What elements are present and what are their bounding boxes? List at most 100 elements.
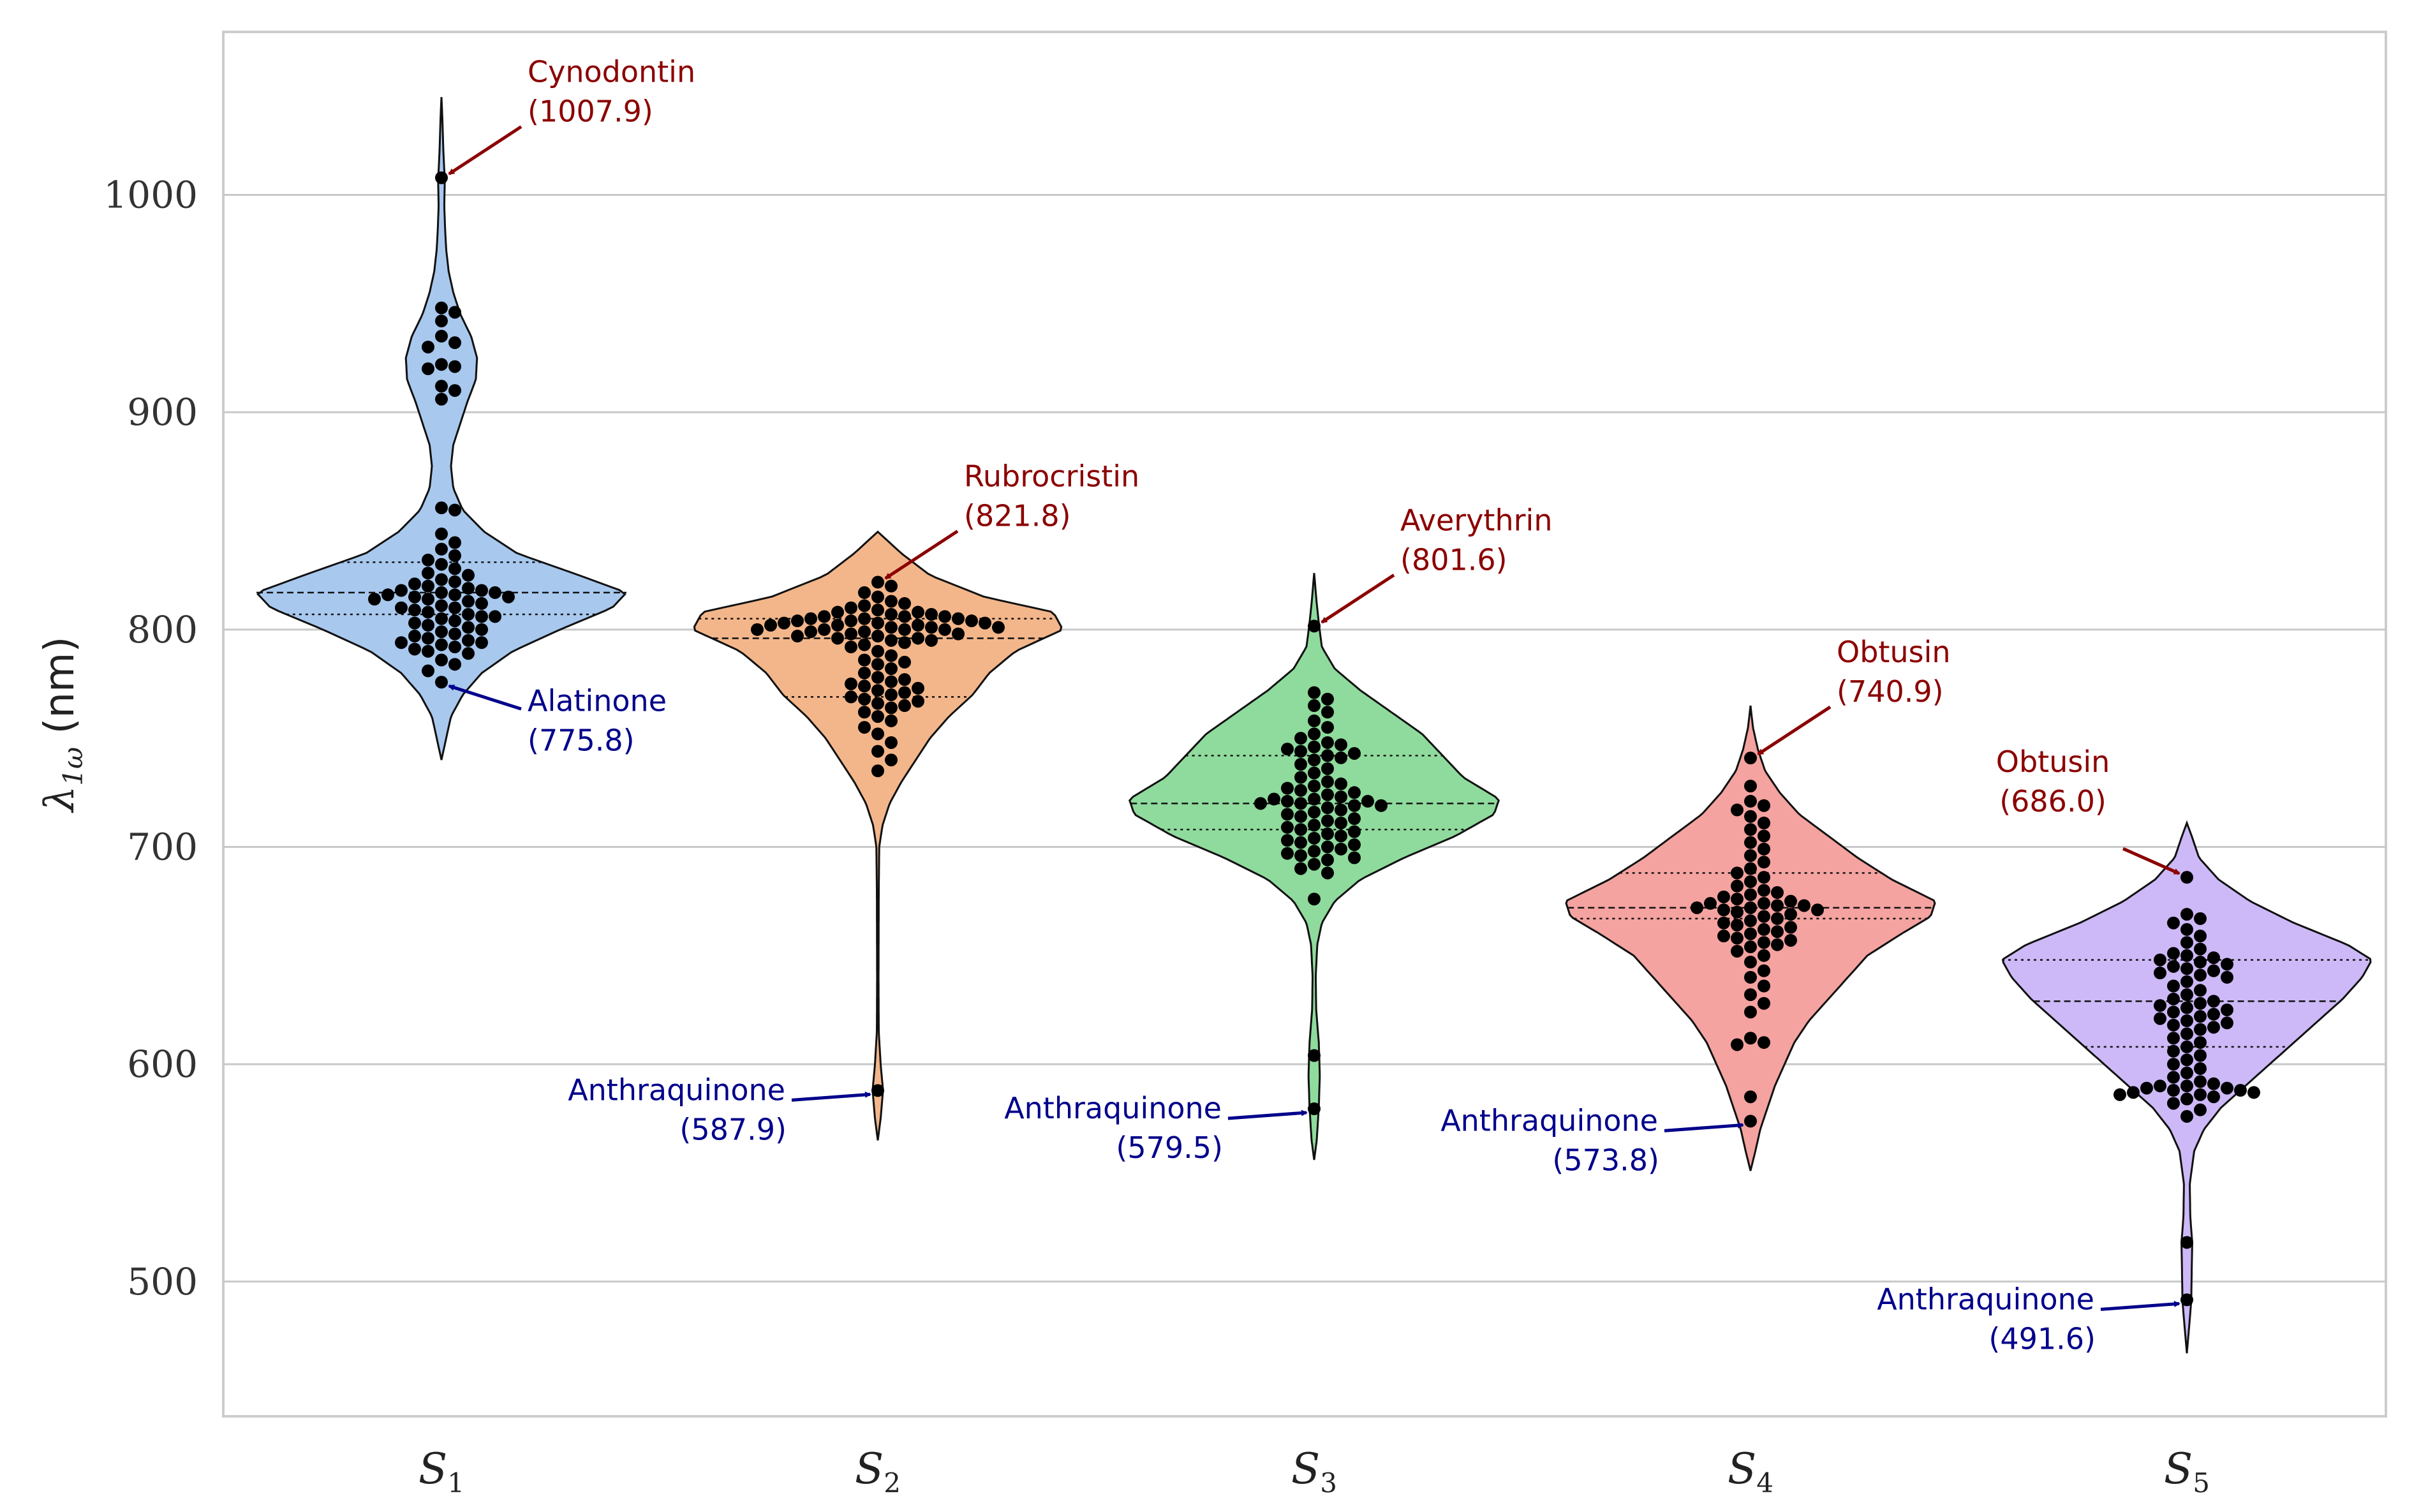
data-point [462,582,475,595]
data-point [502,590,515,604]
data-point [1308,686,1321,699]
data-point [1321,775,1334,789]
data-point [965,614,978,628]
data-point [2194,1062,2207,1075]
data-point [2180,1236,2193,1249]
data-point [1294,758,1307,771]
data-point [858,612,871,625]
data-point [858,653,871,667]
data-point [1308,857,1321,871]
data-point [871,710,884,723]
data-point [462,595,475,608]
data-point [871,727,884,741]
annotations: Cynodontin (1007.9) Alatinone (775.8) Rubroc… [448,55,2180,1356]
data-point [2180,975,2193,988]
annotation-arrow [2100,1301,2180,1311]
data-point [368,593,381,606]
data-point [489,610,501,623]
annotation-arrow [448,125,522,175]
data-point [2180,1040,2193,1053]
annotation-value: (686.0) [1999,784,2106,819]
data-point [1704,897,1717,910]
data-point [1335,738,1347,752]
annotation-name: Anthraquinone [1004,1091,1222,1125]
data-point [1744,1032,1757,1045]
data-point [885,675,898,688]
data-point [395,636,408,649]
data-point [2167,1071,2180,1084]
violin-S1 [256,97,626,760]
data-point [858,692,871,706]
annotation-value: (1007.9) [528,94,653,129]
data-point [1308,619,1321,633]
annotation-value: (801.6) [1400,542,1507,577]
annotation-name: Anthraquinone [1877,1282,2094,1316]
data-point [448,503,461,517]
data-point [2154,953,2166,967]
data-point [885,714,898,727]
data-point [448,658,461,671]
data-point [422,632,434,645]
data-point [885,662,898,676]
annotation-value: (579.5) [1116,1130,1223,1165]
data-point [858,625,871,639]
data-point [2167,992,2180,1005]
data-point [1308,831,1321,845]
data-point [1744,862,1757,875]
data-point [2194,1049,2207,1062]
data-point [1731,919,1743,932]
data-point [858,666,871,679]
data-point [2180,908,2193,921]
y-tick-label: 600 [127,1042,198,1086]
data-point [1321,721,1334,734]
data-point [435,527,448,540]
data-point [2180,1014,2193,1027]
data-point [1744,970,1757,984]
data-point [1717,930,1730,943]
data-point [1758,1036,1770,1049]
annotation-name: Obtusin [1996,745,2110,779]
data-point [448,549,461,562]
data-point [871,575,884,589]
data-point [1348,825,1361,838]
data-point [871,616,884,630]
data-point [845,614,857,628]
data-point [912,681,924,695]
y-tick-label: 500 [127,1260,198,1303]
data-point [1308,766,1321,780]
data-point [845,690,857,704]
data-point [1335,790,1347,804]
annotation-value: (573.8) [1552,1143,1659,1177]
data-point [2154,967,2166,980]
data-point [898,655,911,669]
annotation-arrow [791,1091,871,1102]
data-point [422,593,434,606]
data-point [2154,999,2166,1012]
data-point [2194,912,2207,925]
annotation-value: (775.8) [528,723,635,757]
data-point [475,636,488,649]
data-point [1335,829,1347,843]
data-point [764,619,777,632]
data-point [871,671,884,684]
data-point [1758,949,1770,962]
data-point [1731,905,1743,919]
data-point [885,688,898,702]
data-point [2180,923,2193,936]
data-point [1321,866,1334,880]
data-point [2167,1044,2180,1058]
data-point [1375,799,1388,812]
data-point [448,306,461,319]
data-point [2180,1079,2193,1093]
data-point [791,630,804,643]
data-point [845,641,857,654]
data-point [1321,801,1334,815]
data-point [1308,699,1321,713]
data-point [1744,1005,1757,1019]
data-point [831,605,844,619]
data-point [1335,777,1347,790]
annotation-arrow [1757,706,1832,756]
data-point [408,590,421,604]
data-point [938,610,951,623]
